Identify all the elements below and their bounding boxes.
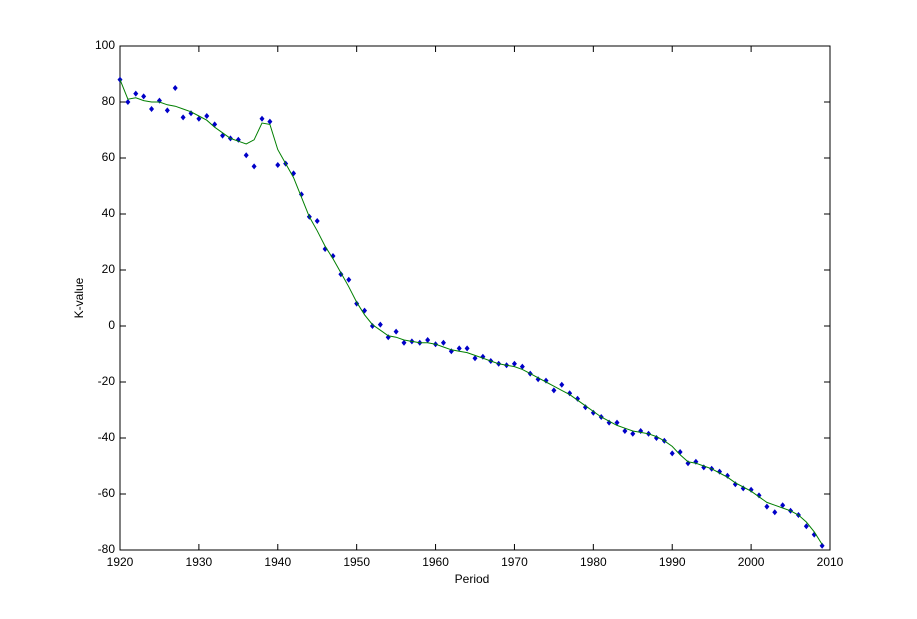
y-tick-label: 100 <box>95 38 115 52</box>
data-point <box>614 419 620 426</box>
data-point <box>164 107 170 114</box>
data-point <box>575 395 581 402</box>
x-tick-label: 2000 <box>738 555 765 569</box>
data-point <box>630 430 636 437</box>
x-tick-label: 1940 <box>264 555 291 569</box>
y-tick-label: 60 <box>102 150 116 164</box>
x-tick-label: 1950 <box>343 555 370 569</box>
data-point <box>456 345 462 352</box>
data-point <box>314 218 320 224</box>
data-point <box>141 93 147 100</box>
x-tick-label: 1970 <box>501 555 528 569</box>
data-point <box>149 106 155 112</box>
data-point <box>472 355 478 362</box>
x-axis-label: Period <box>455 572 490 586</box>
data-point <box>196 115 202 122</box>
data-point <box>267 118 273 125</box>
y-tick-label: 40 <box>102 206 116 220</box>
x-tick-label: 1980 <box>580 555 607 569</box>
data-point <box>346 276 352 283</box>
y-tick-label: 0 <box>108 318 115 332</box>
y-axis-label: K-value <box>72 277 86 318</box>
data-point <box>275 162 281 168</box>
plot-frame <box>119 45 831 551</box>
y-tick-label: -80 <box>98 542 116 556</box>
data-point <box>125 99 131 105</box>
data-point <box>567 390 573 397</box>
x-tick-label: 1960 <box>422 555 449 569</box>
trend-line <box>119 79 823 545</box>
data-point <box>819 542 825 549</box>
data-point <box>172 85 178 91</box>
data-point <box>622 428 628 434</box>
data-point <box>772 509 778 516</box>
data-point <box>180 114 186 121</box>
data-point <box>511 360 517 367</box>
data-point <box>377 321 383 328</box>
data-point <box>251 163 257 170</box>
x-tick-label: 1930 <box>186 555 213 569</box>
data-point <box>393 328 399 335</box>
data-point <box>369 323 375 329</box>
data-point <box>590 409 596 416</box>
data-point <box>669 450 675 457</box>
y-tick-label: 80 <box>102 94 116 108</box>
x-tick-label: 2010 <box>817 555 844 569</box>
data-point <box>732 481 738 488</box>
data-point <box>401 339 407 346</box>
data-point <box>519 363 525 370</box>
data-point <box>204 113 210 119</box>
y-tick-label: -60 <box>98 486 116 500</box>
data-point <box>559 381 565 388</box>
data-point <box>425 337 431 343</box>
data-point <box>440 339 446 346</box>
data-point <box>724 472 730 479</box>
data-point <box>748 486 754 493</box>
data-point <box>803 523 809 530</box>
data-point <box>582 404 588 411</box>
y-tick-label: -40 <box>98 430 116 444</box>
data-point <box>780 502 786 509</box>
data-point <box>259 115 265 122</box>
data-point <box>551 387 557 394</box>
data-point <box>133 90 139 97</box>
y-tick-label: 20 <box>102 262 116 276</box>
y-tick-label: -20 <box>98 374 116 388</box>
data-point <box>243 152 249 159</box>
x-tick-label: 1920 <box>107 555 134 569</box>
x-tick-label: 1990 <box>659 555 686 569</box>
data-point <box>764 503 770 510</box>
data-point <box>756 492 762 499</box>
data-point <box>464 345 470 352</box>
